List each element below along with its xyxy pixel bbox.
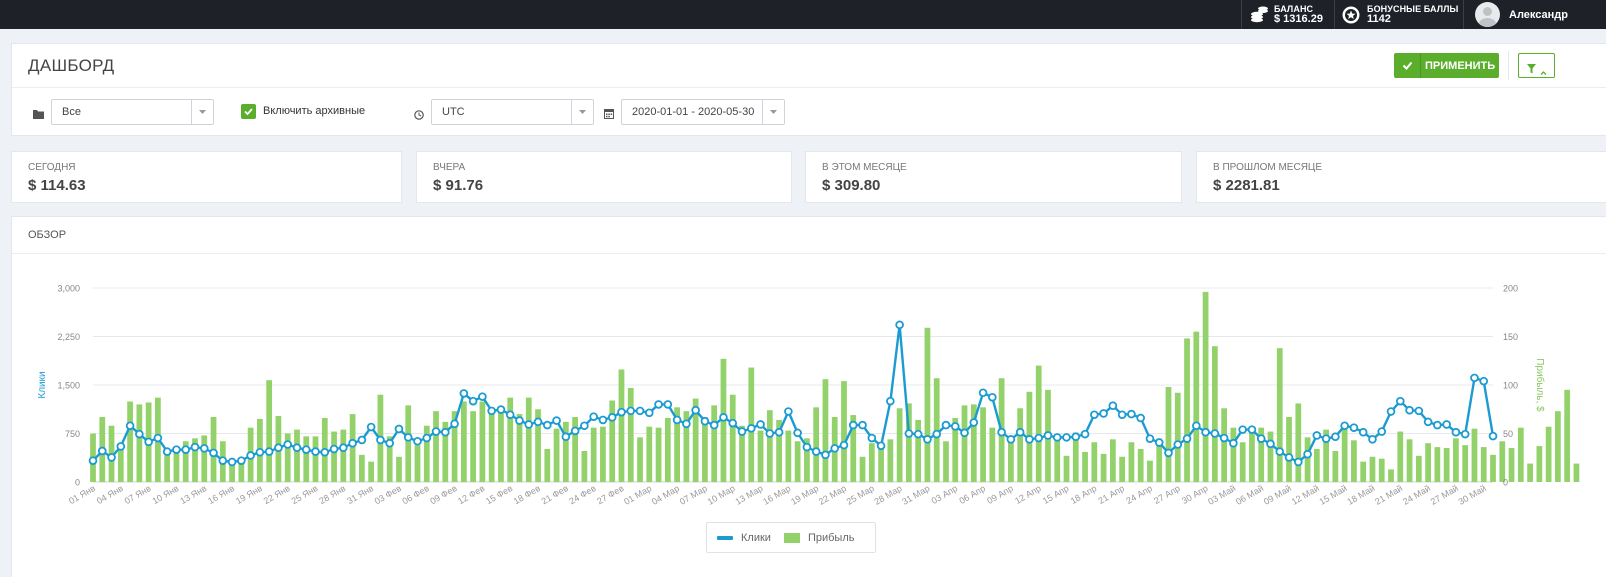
bonus-label: БОНУСНЫЕ БАЛЛЫ [1367,4,1459,14]
stat-card-yesterday: Вчера $ 91.76 [416,151,792,203]
check-icon [1394,53,1421,78]
filter-panel: ДАШБОРД [11,43,1606,136]
overview-title: ОБЗОР [28,229,67,241]
stat-label: Вчера [433,162,466,173]
legend-profit-swatch [783,532,800,543]
top-bar: БАЛАНС $ 1316.29 БОНУСНЫЕ БАЛЛЫ 1142 Але… [0,0,1606,29]
chevron-down-icon [762,100,784,124]
stat-value: $ 2281.81 [1213,177,1280,194]
chevron-up-icon [1540,63,1547,75]
stat-label: Сегодня [28,162,76,173]
stat-value: $ 114.63 [28,177,86,194]
legend-clicks-label[interactable]: Клики [741,531,771,544]
calendar-icon [604,106,614,119]
archive-label: Включить архивные [263,105,366,117]
divider [12,253,1606,254]
filter-toggle-button[interactable] [1518,53,1555,78]
topbar-divider [1241,0,1242,29]
avatar [1475,2,1500,27]
apply-label: ПРИМЕНИТЬ [1425,59,1496,72]
legend-profit-label[interactable]: Прибыль [807,531,855,544]
balance-label: БАЛАНС [1274,4,1314,14]
balance-widget[interactable]: БАЛАНС $ 1316.29 [1249,0,1323,29]
date-range-value: 2020-01-01 - 2020-05-30 [632,106,755,118]
clock-icon [414,107,424,120]
topbar-divider [1334,0,1335,29]
filter-icon [1526,61,1536,73]
check-icon [244,108,253,116]
timezone-value: UTC [442,106,465,118]
category-value: Все [62,106,81,118]
chart-legend: Клики Прибыль [706,522,876,553]
chevron-down-icon [191,100,213,124]
stat-value: $ 91.76 [433,177,484,194]
stat-label: В прошлом месяце [1213,162,1322,173]
archive-checkbox[interactable] [241,104,256,119]
stat-label: В этом месяце [822,162,907,173]
badge-icon [1342,6,1360,24]
user-menu[interactable]: Александр [1475,0,1568,29]
category-select[interactable]: Все [51,99,214,125]
stat-card-this-month: В этом месяце $ 309.80 [805,151,1182,203]
stat-value: $ 309.80 [822,177,881,194]
stat-card-last-month: В прошлом месяце $ 2281.81 [1196,151,1606,203]
page-title: ДАШБОРД [28,56,115,75]
apply-button[interactable]: ПРИМЕНИТЬ [1394,53,1499,78]
balance-value: $ 1316.29 [1274,13,1323,25]
timezone-select[interactable]: UTC [431,99,594,125]
chevron-down-icon [571,100,593,124]
bonus-value: 1142 [1367,13,1391,25]
bonus-widget[interactable]: БОНУСНЫЕ БАЛЛЫ 1142 [1342,0,1458,29]
date-range-input[interactable]: 2020-01-01 - 2020-05-30 [621,99,785,125]
user-name: Александр [1509,8,1568,21]
divider [1508,51,1509,80]
folder-icon [33,106,45,119]
stat-card-today: Сегодня $ 114.63 [11,151,402,203]
coins-icon [1249,5,1269,25]
divider [12,87,1606,88]
legend-clicks-swatch [717,535,733,540]
topbar-divider [1463,0,1464,29]
